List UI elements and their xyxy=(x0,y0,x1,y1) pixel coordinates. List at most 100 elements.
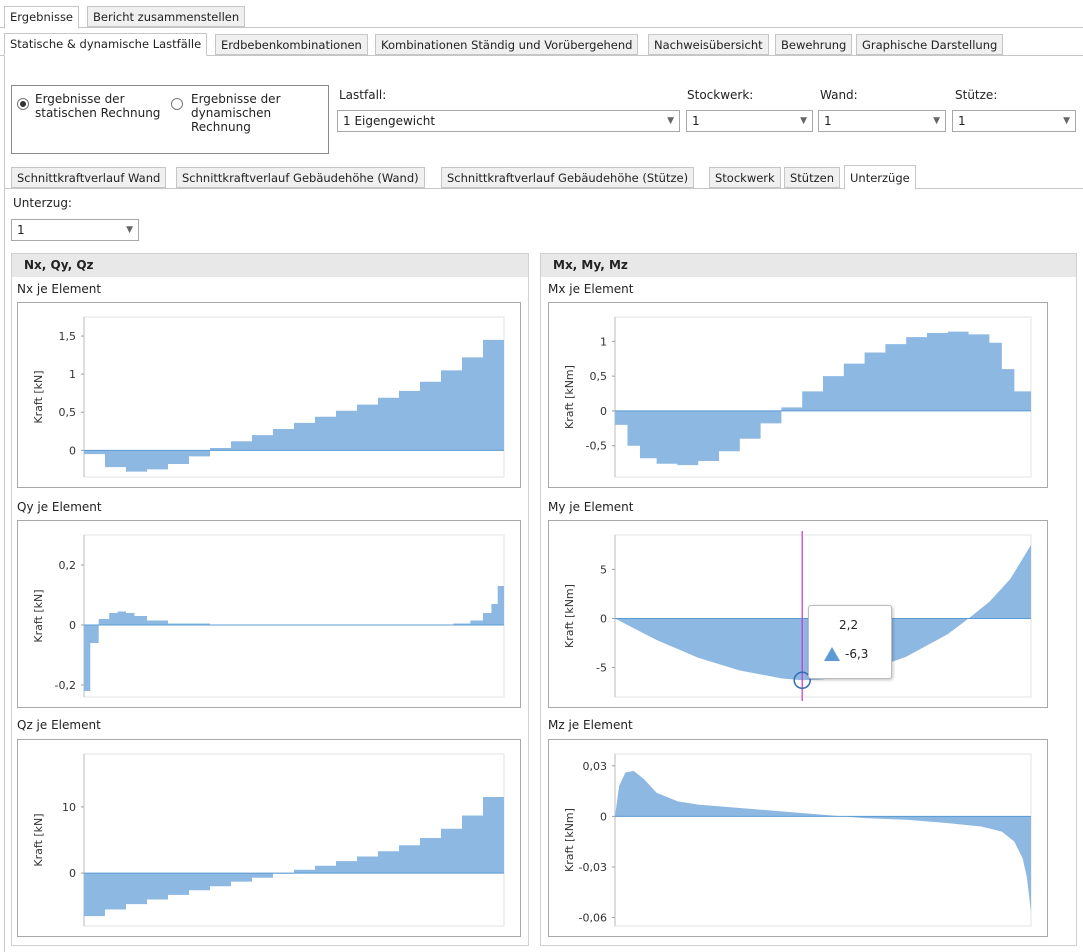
y-tick-label: 0,5 xyxy=(590,370,608,383)
area-series[interactable] xyxy=(84,328,504,472)
stuetze-label: Stütze: xyxy=(955,88,998,102)
tab-gebaeudehoehe-wand[interactable]: Schnittkraftverlauf Gebäudehöhe (Wand) xyxy=(176,167,425,188)
y-axis-label: Kraft [kN] xyxy=(32,370,45,423)
tab-bewehrung[interactable]: Bewehrung xyxy=(775,34,853,55)
y-tick-label: 0 xyxy=(600,810,607,823)
y-tick-label: 0 xyxy=(600,405,607,418)
chart-qy[interactable]: 0,2 0 -0,2 Kraft [kN] xyxy=(17,520,521,708)
tab-erdbebenkombinationen[interactable]: Erdbebenkombinationen xyxy=(215,34,368,55)
area-series[interactable] xyxy=(615,544,1031,681)
chart-title-my: My je Element xyxy=(548,500,634,514)
lastfall-label: Lastfall: xyxy=(339,88,387,102)
stuetze-value: 1 xyxy=(958,114,966,128)
chevron-down-icon: ▼ xyxy=(667,116,674,126)
area-series[interactable] xyxy=(615,331,1031,466)
y-tick-label: 0 xyxy=(69,867,76,880)
chart-title-mz: Mz je Element xyxy=(548,718,633,732)
radio-static-label: Ergebnisse der statischen Rechnung xyxy=(35,92,160,120)
y-tick-label: 10 xyxy=(62,801,76,814)
radio-dynamic[interactable] xyxy=(171,98,183,110)
tab-stuetzen[interactable]: Stützen xyxy=(784,167,841,188)
area-series[interactable] xyxy=(84,550,504,691)
chart-title-qz: Qz je Element xyxy=(17,718,101,732)
tab-schnittkraftverlauf-wand[interactable]: Schnittkraftverlauf Wand xyxy=(11,167,167,188)
chevron-down-icon: ▼ xyxy=(1063,116,1070,126)
y-tick-label: 0,5 xyxy=(59,406,77,419)
y-tick-label: 1 xyxy=(69,368,76,381)
tab-kombinationen[interactable]: Kombinationen Ständig und Vorübergehend xyxy=(375,34,639,55)
y-tick-label: -0,2 xyxy=(55,679,76,692)
chart-svg: 5 0 -5 Kraft [kNm] xyxy=(563,531,1032,701)
unterzug-select[interactable]: 1 ▼ xyxy=(11,219,139,241)
chart-title-nx: Nx je Element xyxy=(17,282,102,296)
wand-select[interactable]: 1 ▼ xyxy=(818,110,946,132)
tooltip-x-value: 2,2 xyxy=(839,618,859,632)
tab-statische-dynamische-lastfaelle[interactable]: Statische & dynamische Lastfälle xyxy=(4,33,208,56)
tab-stockwerk[interactable]: Stockwerk xyxy=(709,167,781,188)
y-tick-label: -0,06 xyxy=(579,912,607,925)
unterzug-label: Unterzug: xyxy=(13,196,72,210)
radio-dynamic-label-line3: Rechnung xyxy=(191,120,251,134)
chart-svg: 1,5 1 0,5 0 Kraft [kN] xyxy=(32,316,505,478)
y-axis-label: Kraft [kNm] xyxy=(563,365,576,429)
tab-ergebnisse[interactable]: Ergebnisse xyxy=(4,6,80,29)
radio-dynamic-label: Ergebnisse der dynamischen Rechnung xyxy=(191,92,281,134)
panel-left-title: Nx, Qy, Qz xyxy=(12,254,528,277)
sub-tab-divider xyxy=(0,55,1083,56)
chart-svg: 0,2 0 -0,2 Kraft [kN] xyxy=(32,534,505,698)
y-tick-label: -5 xyxy=(596,662,607,675)
y-tick-label: -0,5 xyxy=(586,440,607,453)
area-series[interactable] xyxy=(84,763,504,917)
unterzug-value: 1 xyxy=(17,223,25,237)
stockwerk-select[interactable]: 1 ▼ xyxy=(686,110,813,132)
y-tick-label: 0,03 xyxy=(583,760,608,773)
chart-mx[interactable]: 1 0,5 0 -0,5 Kraft [kNm] xyxy=(548,302,1048,488)
y-tick-label: 0 xyxy=(600,612,607,625)
chart-svg: 10 0 Kraft [kN] xyxy=(32,753,505,927)
y-tick-label: -0,03 xyxy=(579,861,607,874)
chart-qz[interactable]: 10 0 Kraft [kN] xyxy=(17,739,521,937)
chart-tooltip: 2,2 -6,3 xyxy=(808,605,892,679)
tab-nachweisuebersicht[interactable]: Nachweisübersicht xyxy=(648,34,769,55)
chart-mz[interactable]: 0,03 0 -0,03 -0,06 Kraft [kNm] xyxy=(548,739,1048,937)
tab-graphische-darstellung[interactable]: Graphische Darstellung xyxy=(856,34,1004,55)
radio-static[interactable] xyxy=(17,98,29,110)
y-axis-label: Kraft [kNm] xyxy=(563,584,576,648)
radio-static-label-line1: Ergebnisse der xyxy=(35,92,125,106)
chart-nx[interactable]: 1,5 1 0,5 0 Kraft [kN] xyxy=(17,302,521,488)
panel-left xyxy=(11,253,529,946)
stuetze-select[interactable]: 1 ▼ xyxy=(952,110,1076,132)
top-tab-divider xyxy=(0,27,1083,28)
panel-right xyxy=(540,253,1077,946)
y-axis-label: Kraft [kN] xyxy=(32,589,45,642)
radio-static-label-line2: statischen Rechnung xyxy=(35,106,161,120)
y-axis-label: Kraft [kNm] xyxy=(563,808,576,872)
result-tab-divider xyxy=(4,188,1083,189)
plot-area xyxy=(614,753,1032,927)
stockwerk-value: 1 xyxy=(692,114,700,128)
triangle-marker-icon xyxy=(824,647,840,661)
chart-title-qy: Qy je Element xyxy=(17,500,102,514)
chart-svg: 1 0,5 0 -0,5 Kraft [kNm] xyxy=(563,316,1032,478)
result-type-group xyxy=(11,85,329,154)
y-tick-label: 0 xyxy=(69,444,76,457)
y-tick-label: 0,2 xyxy=(59,559,77,572)
tab-gebaeudehoehe-stuetze[interactable]: Schnittkraftverlauf Gebäudehöhe (Stütze) xyxy=(441,167,695,188)
y-tick-label: 1 xyxy=(600,335,607,348)
tab-bericht-zusammenstellen[interactable]: Bericht zusammenstellen xyxy=(87,6,246,27)
y-tick-label: 5 xyxy=(600,563,607,576)
tooltip-y-value: -6,3 xyxy=(845,647,869,661)
chevron-down-icon: ▼ xyxy=(800,116,807,126)
chevron-down-icon: ▼ xyxy=(126,225,133,235)
y-axis-label: Kraft [kN] xyxy=(32,813,45,866)
radio-dynamic-label-line1: Ergebnisse der xyxy=(191,92,281,106)
wand-label: Wand: xyxy=(820,88,858,102)
area-series[interactable] xyxy=(615,770,1031,913)
tab-unterzuege[interactable]: Unterzüge xyxy=(844,165,916,190)
wand-value: 1 xyxy=(824,114,832,128)
panel-right-title: Mx, My, Mz xyxy=(541,254,1076,277)
lastfall-select[interactable]: 1 Eigengewicht ▼ xyxy=(337,110,680,132)
chart-my[interactable]: 5 0 -5 Kraft [kNm] xyxy=(548,520,1048,708)
lastfall-value: 1 Eigengewicht xyxy=(343,114,436,128)
chart-svg: 0,03 0 -0,03 -0,06 Kraft [kNm] xyxy=(563,753,1032,927)
